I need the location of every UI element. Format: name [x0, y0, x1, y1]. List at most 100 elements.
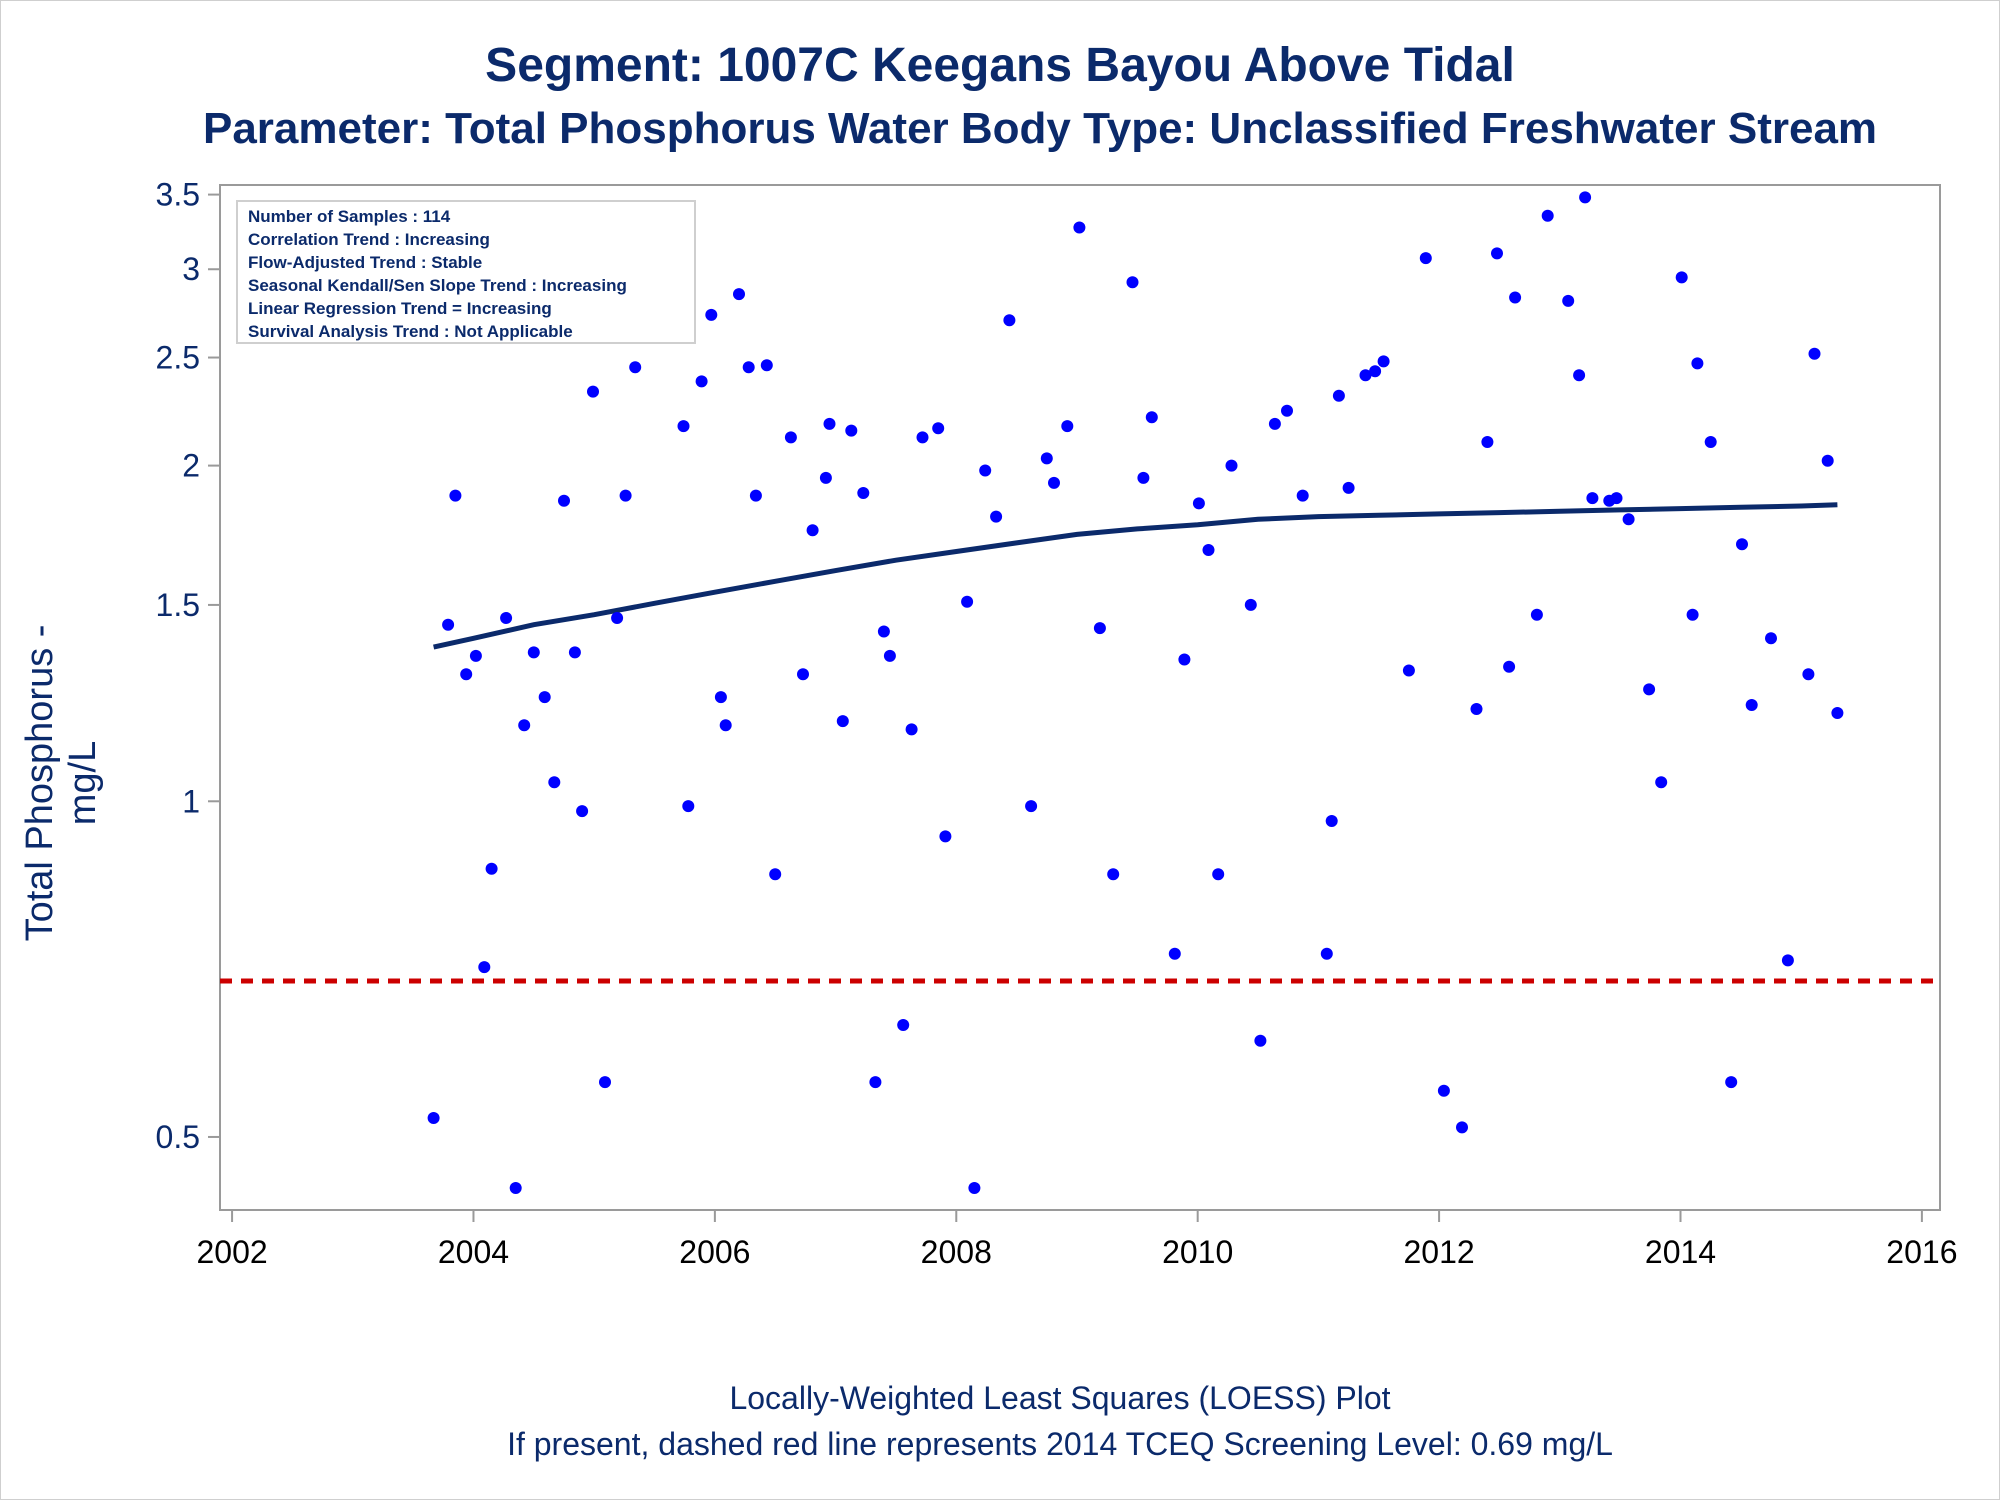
- data-point: [682, 800, 695, 813]
- data-point: [1061, 420, 1074, 433]
- data-point: [784, 431, 797, 444]
- data-point: [1530, 608, 1543, 621]
- data-point: [1202, 544, 1215, 556]
- x-tick-label: 2004: [438, 1234, 509, 1270]
- data-point: [500, 612, 513, 624]
- info-correlation-trend: Correlation Trend : Increasing: [248, 230, 490, 249]
- data-point: [677, 420, 690, 433]
- data-point: [1048, 476, 1060, 489]
- data-point: [733, 288, 745, 301]
- data-point: [749, 489, 762, 502]
- data-point: [1509, 291, 1522, 304]
- data-point: [1781, 954, 1794, 967]
- data-point: [1040, 452, 1053, 465]
- data-point: [1281, 404, 1293, 417]
- data-point: [990, 510, 1003, 523]
- data-point: [695, 375, 708, 388]
- info-linear-regression-trend: Linear Regression Trend = Increasing: [248, 299, 552, 318]
- data-point: [460, 668, 473, 681]
- data-point: [599, 1076, 611, 1089]
- data-point: [797, 668, 809, 681]
- data-point: [1003, 314, 1016, 327]
- data-point: [587, 385, 599, 398]
- data-point: [1178, 653, 1191, 666]
- footnote-screening-level: If present, dashed red line represents 2…: [507, 1426, 1613, 1462]
- data-point: [1765, 632, 1777, 645]
- x-tick-label: 2010: [1162, 1234, 1233, 1270]
- y-tick-label: 1.5: [156, 587, 200, 623]
- data-point: [427, 1112, 440, 1124]
- data-point: [1736, 538, 1748, 551]
- data-point: [845, 424, 858, 437]
- info-flow-adjusted-trend: Flow-Adjusted Trend : Stable: [248, 253, 483, 272]
- data-point: [1073, 221, 1086, 234]
- data-point: [1643, 683, 1656, 696]
- data-point: [1481, 436, 1494, 448]
- y-tick-label: 3.5: [156, 177, 200, 213]
- x-tick-label: 2014: [1645, 1234, 1716, 1270]
- data-point: [857, 487, 870, 499]
- data-point: [705, 308, 718, 321]
- loess-curve: [433, 502, 1838, 650]
- x-tick-label: 2006: [679, 1234, 750, 1270]
- data-point: [1470, 703, 1483, 715]
- data-point: [1437, 1084, 1450, 1097]
- data-point: [1573, 369, 1586, 382]
- data-point: [897, 1019, 910, 1031]
- data-point: [1831, 707, 1844, 719]
- data-point: [1402, 664, 1415, 677]
- info-survival-analysis-trend: Survival Analysis Trend : Not Applicable: [248, 322, 573, 341]
- data-point: [1675, 271, 1688, 284]
- x-tick-label: 2016: [1886, 1234, 1957, 1270]
- data-point: [806, 524, 819, 537]
- data-point: [823, 417, 836, 430]
- data-point: [1802, 668, 1815, 681]
- info-samples: Number of Samples : 114: [248, 207, 451, 226]
- data-point: [1821, 454, 1834, 467]
- y-tick-label: 2.5: [156, 340, 200, 376]
- data-point: [538, 691, 551, 704]
- data-point: [932, 422, 945, 435]
- x-tick-label: 2002: [196, 1234, 267, 1270]
- data-point: [760, 359, 773, 372]
- data-point: [1192, 497, 1205, 510]
- data-point: [1168, 947, 1181, 960]
- data-point: [719, 719, 732, 732]
- data-point: [1704, 436, 1717, 448]
- data-point: [742, 361, 755, 374]
- data-point: [1342, 481, 1355, 494]
- data-point: [629, 361, 642, 374]
- data-point: [714, 691, 727, 704]
- data-point: [469, 649, 482, 662]
- data-point: [979, 464, 992, 477]
- data-point: [485, 862, 498, 875]
- data-point: [1212, 868, 1225, 881]
- data-point: [1586, 492, 1599, 505]
- data-point: [1655, 776, 1668, 789]
- x-tick-label: 2008: [921, 1234, 992, 1270]
- data-point: [1610, 492, 1623, 505]
- data-point: [1320, 947, 1333, 960]
- plot-border: [219, 184, 1941, 1211]
- data-point: [442, 618, 455, 631]
- chart-title: Segment: 1007C Keegans Bayou Above Tidal: [485, 39, 1515, 92]
- footnote-loess: Locally-Weighted Least Squares (LOESS) P…: [729, 1380, 1391, 1416]
- data-point: [1244, 598, 1257, 611]
- data-point: [877, 625, 890, 638]
- chart-subtitle: Parameter: Total Phosphorus Water Body T…: [202, 104, 1878, 153]
- data-point: [509, 1182, 522, 1194]
- data-point: [1145, 411, 1158, 424]
- y-tick-label: 2: [182, 448, 200, 484]
- data-point: [1369, 365, 1382, 378]
- data-point: [1808, 347, 1821, 360]
- data-point: [1691, 357, 1704, 370]
- data-point: [1296, 489, 1309, 502]
- info-seasonal-kendall-trend: Seasonal Kendall/Sen Slope Trend : Incre…: [248, 276, 627, 295]
- data-point: [576, 805, 589, 818]
- data-point: [1745, 699, 1758, 711]
- data-point: [1325, 815, 1338, 827]
- data-point: [1268, 417, 1281, 430]
- data-point: [1225, 459, 1238, 472]
- data-point: [568, 646, 581, 659]
